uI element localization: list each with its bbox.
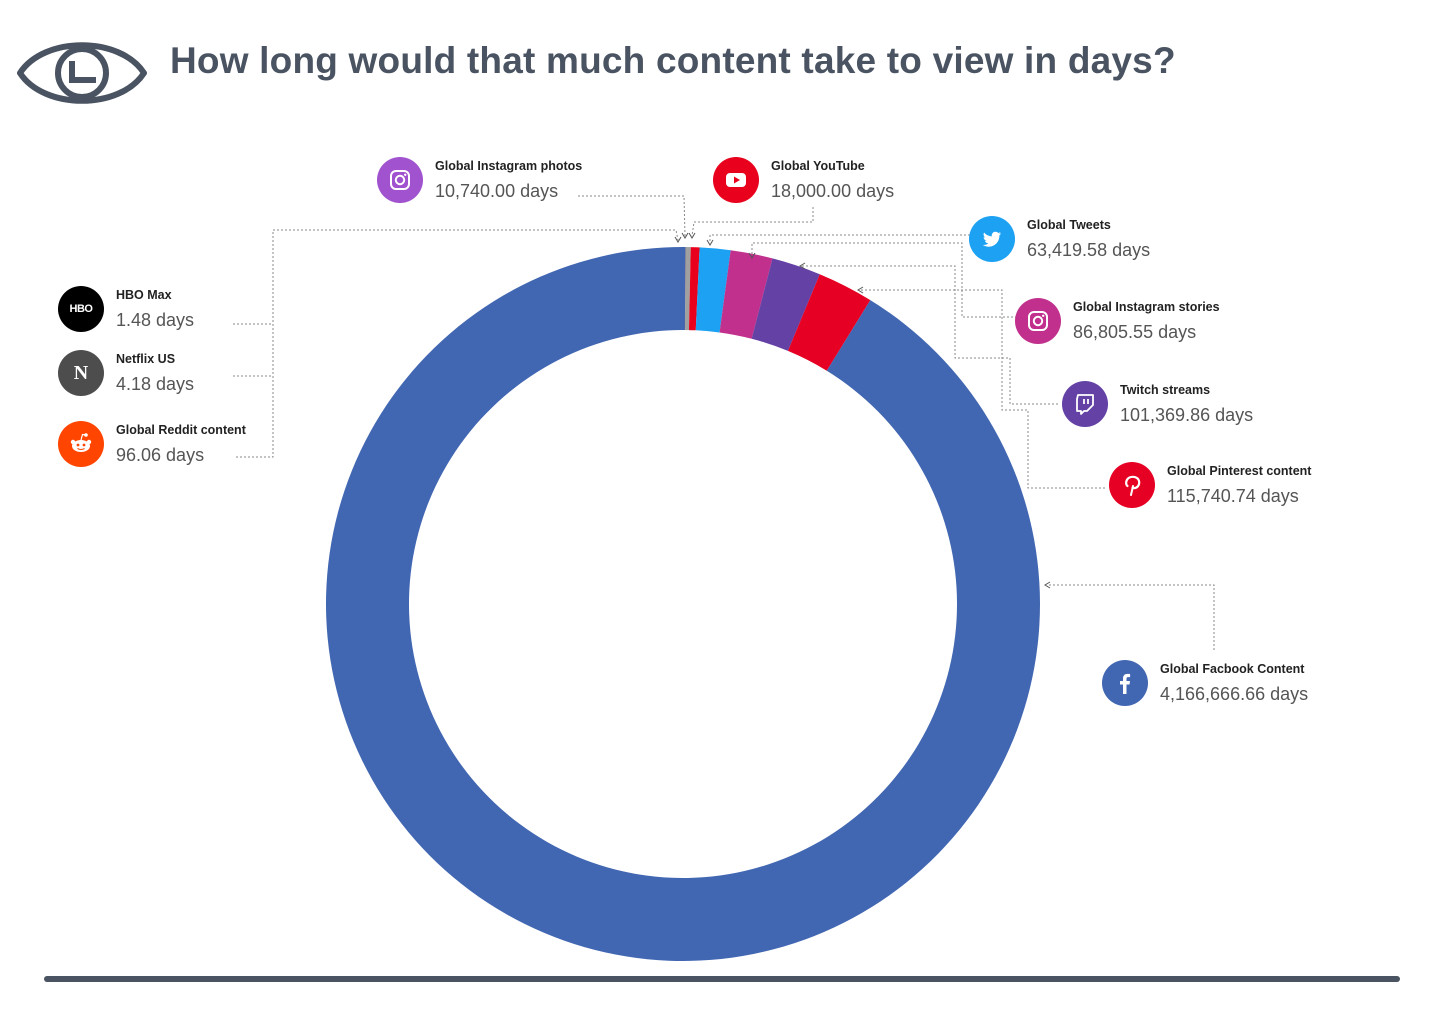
- arrow-tweets: [706, 239, 714, 246]
- label-value: 10,740.00 days: [435, 181, 559, 201]
- label-youtube: Global YouTube 18,000.00 days: [713, 156, 894, 203]
- hbo-icon: HBO: [58, 286, 104, 332]
- arrow-instagram-stories: [748, 252, 756, 259]
- label-name: Twitch streams: [1120, 383, 1211, 397]
- arrow-youtube: [688, 232, 696, 239]
- label-name: Netflix US: [116, 352, 176, 366]
- donut-slice-global-instagram-photos: [684, 247, 691, 331]
- twitch-icon: [1062, 381, 1108, 427]
- label-value: 4.18 days: [116, 374, 195, 394]
- label-name: Global Tweets: [1027, 218, 1111, 232]
- page-title: How long would that much content take to…: [170, 40, 1176, 81]
- label-twitch: Twitch streams 101,369.86 days: [1062, 380, 1253, 427]
- pinterest-icon: [1109, 462, 1155, 508]
- reddit-icon: [58, 421, 104, 467]
- label-name: HBO Max: [116, 288, 172, 302]
- leader-instagram-photos: [578, 195, 686, 237]
- donut-slice-global-youtube: [688, 247, 700, 331]
- arrow-facebook: [1044, 581, 1051, 589]
- leader-twitch: [802, 265, 1058, 405]
- label-pinterest: Global Pinterest content 115,740.74 days: [1109, 461, 1311, 508]
- instagram-icon: [1015, 298, 1061, 344]
- leader-facebook: [1047, 584, 1215, 650]
- leader-youtube: [691, 207, 814, 237]
- label-name: Global Pinterest content: [1167, 464, 1312, 478]
- eye-clock-icon: [17, 42, 147, 104]
- label-reddit: Global Reddit content 96.06 days: [58, 420, 246, 467]
- donut-slice-global-pinterest-content: [787, 274, 871, 371]
- label-facebook: Global Facbook Content 4,166,666.66 days: [1102, 659, 1308, 706]
- donut-slice-twitch-streams: [751, 258, 820, 351]
- instagram-icon: [377, 157, 423, 203]
- arrow-pinterest: [857, 286, 864, 294]
- leader-pinterest: [860, 289, 1105, 489]
- label-value: 86,805.55 days: [1073, 322, 1197, 342]
- label-value: 96.06 days: [116, 445, 205, 465]
- facebook-icon: [1102, 660, 1148, 706]
- arrow-instagram-photos: [681, 232, 689, 239]
- donut-slice-global-instagram-stories: [719, 250, 773, 339]
- arrow-twitch: [799, 262, 806, 270]
- donut-slice-global-tweets: [695, 247, 731, 333]
- label-tweets: Global Tweets 63,419.58 days: [969, 215, 1150, 262]
- arrow-reddit: [674, 236, 682, 243]
- label-name: Global Instagram photos: [435, 159, 583, 173]
- label-value: 1.48 days: [116, 310, 195, 330]
- label-instagram-photos: Global Instagram photos 10,740.00 days: [377, 156, 582, 203]
- netflix-icon: N: [58, 350, 104, 396]
- label-netflix-us: N Netflix US 4.18 days: [58, 349, 194, 396]
- youtube-icon: [713, 157, 759, 203]
- label-value: 101,369.86 days: [1120, 405, 1254, 425]
- leader-instagram-stories: [751, 242, 1033, 318]
- label-value: 63,419.58 days: [1027, 240, 1151, 260]
- leader-tweets: [709, 234, 1002, 242]
- label-hbo-max: HBO HBO Max 1.48 days: [58, 285, 194, 332]
- footer-divider: [44, 976, 1400, 982]
- label-name: Global Instagram stories: [1073, 300, 1220, 314]
- label-name: Global Reddit content: [116, 423, 246, 437]
- label-instagram-stories: Global Instagram stories 86,805.55 days: [1015, 297, 1220, 344]
- label-value: 18,000.00 days: [771, 181, 895, 201]
- label-name: Global Facbook Content: [1160, 662, 1305, 676]
- label-value: 4,166,666.66 days: [1160, 684, 1309, 704]
- donut-slice-global-facbook-content: [325, 246, 1040, 962]
- twitter-icon: [969, 216, 1015, 262]
- label-value: 115,740.74 days: [1167, 486, 1299, 506]
- label-name: Global YouTube: [771, 159, 865, 173]
- leader-reddit: [236, 229, 679, 458]
- header: [16, 28, 148, 118]
